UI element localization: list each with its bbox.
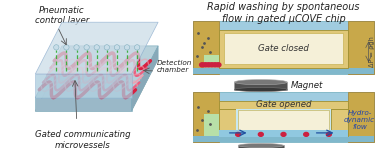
FancyBboxPatch shape [193,21,219,74]
FancyBboxPatch shape [236,109,331,136]
Circle shape [236,132,240,136]
Circle shape [64,45,69,50]
FancyBboxPatch shape [219,101,348,109]
Circle shape [74,45,79,50]
FancyBboxPatch shape [238,145,284,148]
Circle shape [200,63,205,67]
Circle shape [54,45,59,50]
Circle shape [259,132,263,136]
Polygon shape [35,98,132,111]
Text: Hydro-
dynamic
flow: Hydro- dynamic flow [344,110,375,130]
FancyBboxPatch shape [193,68,374,74]
Ellipse shape [234,87,287,92]
FancyBboxPatch shape [204,114,219,136]
FancyBboxPatch shape [193,21,374,74]
Polygon shape [35,59,158,111]
FancyBboxPatch shape [193,92,219,142]
FancyBboxPatch shape [234,82,287,90]
FancyBboxPatch shape [204,55,219,68]
Circle shape [209,63,214,67]
Circle shape [281,132,286,136]
FancyBboxPatch shape [348,21,374,74]
Polygon shape [35,46,158,98]
Polygon shape [35,74,132,98]
Text: Magnet: Magnet [291,81,324,90]
Polygon shape [132,46,158,111]
FancyBboxPatch shape [238,110,329,130]
Circle shape [304,132,309,136]
FancyBboxPatch shape [219,30,348,68]
FancyBboxPatch shape [331,109,348,136]
Text: Detection
chamber: Detection chamber [156,60,192,73]
Text: Gate opened: Gate opened [256,100,311,109]
Ellipse shape [234,80,287,85]
Circle shape [94,45,99,50]
Circle shape [84,45,89,50]
Circle shape [104,45,110,50]
Circle shape [203,63,208,67]
FancyBboxPatch shape [219,109,236,136]
FancyBboxPatch shape [193,92,374,142]
Circle shape [124,45,130,50]
FancyBboxPatch shape [219,130,348,137]
Circle shape [206,63,211,67]
Ellipse shape [238,143,284,148]
Circle shape [135,45,140,50]
FancyBboxPatch shape [224,33,343,64]
FancyBboxPatch shape [193,136,374,142]
FancyBboxPatch shape [348,92,374,142]
Text: Gate closed: Gate closed [258,44,309,53]
Circle shape [215,63,221,67]
Text: Pneumatic
control layer: Pneumatic control layer [35,6,89,25]
Circle shape [114,45,119,50]
Circle shape [327,132,331,136]
Circle shape [212,63,218,67]
Text: Gated communicating
microvessels: Gated communicating microvessels [35,130,130,148]
Text: Rapid washing by spontaneous
flow in gated μCOVE chip: Rapid washing by spontaneous flow in gat… [207,2,360,24]
Text: ΔP = ρgh: ΔP = ρgh [369,36,375,67]
Polygon shape [35,22,158,74]
